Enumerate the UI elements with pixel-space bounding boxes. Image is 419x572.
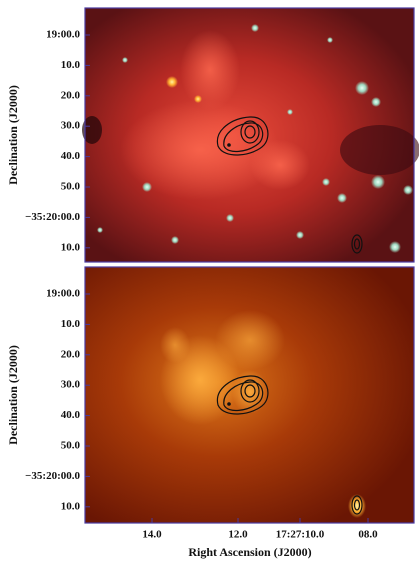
source-marker xyxy=(227,402,231,406)
emission-glow xyxy=(160,327,190,363)
y-tick-label: 19:00.0 xyxy=(46,29,80,41)
y-tick-label: 40.0 xyxy=(61,409,81,421)
y-tick-label: 10.0 xyxy=(61,318,81,330)
contour xyxy=(351,495,363,515)
contour xyxy=(216,116,269,156)
contour xyxy=(240,379,260,403)
y-axis-label: Declination (J2000) xyxy=(6,345,20,445)
star xyxy=(337,193,347,203)
star xyxy=(97,227,103,233)
y-tick-label: 40.0 xyxy=(61,150,81,162)
dark-lane xyxy=(82,116,102,144)
y-tick-label: −35:20:00.0 xyxy=(25,470,80,482)
star xyxy=(171,236,179,244)
star xyxy=(287,109,293,115)
y-tick-label: −35:20:00.0 xyxy=(25,211,80,223)
y-tick-label: 19:00.0 xyxy=(46,288,80,300)
contour xyxy=(353,499,361,511)
y-tick-label: 20.0 xyxy=(61,348,81,360)
stars xyxy=(97,24,413,253)
emission-glow xyxy=(232,370,268,414)
y-tick-label: 20.0 xyxy=(61,89,81,101)
y-tick-label: 50.0 xyxy=(61,440,81,452)
nebula-glow xyxy=(250,140,310,190)
contour xyxy=(223,381,264,412)
y-tick-label: 30.0 xyxy=(61,379,81,391)
y-tick-label: 10.0 xyxy=(61,500,81,512)
x-axis-label: Right Ascension (J2000) xyxy=(188,545,311,559)
contour xyxy=(240,120,260,144)
star xyxy=(194,95,202,103)
contour xyxy=(353,238,361,250)
source-marker xyxy=(227,143,231,147)
star xyxy=(251,24,259,32)
x-tick-label: 17:27:10.0 xyxy=(276,529,325,541)
nebula-glow xyxy=(180,30,240,110)
x-tick-label: 12.0 xyxy=(228,529,248,541)
contour xyxy=(244,125,256,139)
contour xyxy=(351,234,363,254)
contours xyxy=(216,116,363,254)
y-tick-label: 30.0 xyxy=(61,120,81,132)
y-axis-label: Declination (J2000) xyxy=(6,85,20,185)
contour xyxy=(244,384,256,398)
contours xyxy=(216,375,363,515)
contour xyxy=(223,122,264,153)
x-tick-label: 08.0 xyxy=(358,529,378,541)
star xyxy=(322,178,330,186)
star xyxy=(403,185,413,195)
star xyxy=(327,37,333,43)
star xyxy=(226,214,234,222)
star xyxy=(296,231,304,239)
x-tick-label: 14.0 xyxy=(142,529,162,541)
star xyxy=(142,182,152,192)
dark-lane xyxy=(340,125,419,175)
y-tick-label: 10.0 xyxy=(61,241,81,253)
y-tick-label: 50.0 xyxy=(61,181,81,193)
star xyxy=(389,241,401,253)
panel-frame xyxy=(84,266,415,524)
top-panel xyxy=(82,7,419,263)
star xyxy=(355,81,369,95)
y-tick-label: 10.0 xyxy=(61,59,81,71)
bottom-panel xyxy=(84,266,415,524)
star xyxy=(166,76,178,88)
panel-frame xyxy=(84,7,415,263)
star xyxy=(371,97,381,107)
contour xyxy=(216,375,269,415)
star xyxy=(371,175,385,189)
star xyxy=(122,57,128,63)
emission-glow xyxy=(215,310,285,370)
